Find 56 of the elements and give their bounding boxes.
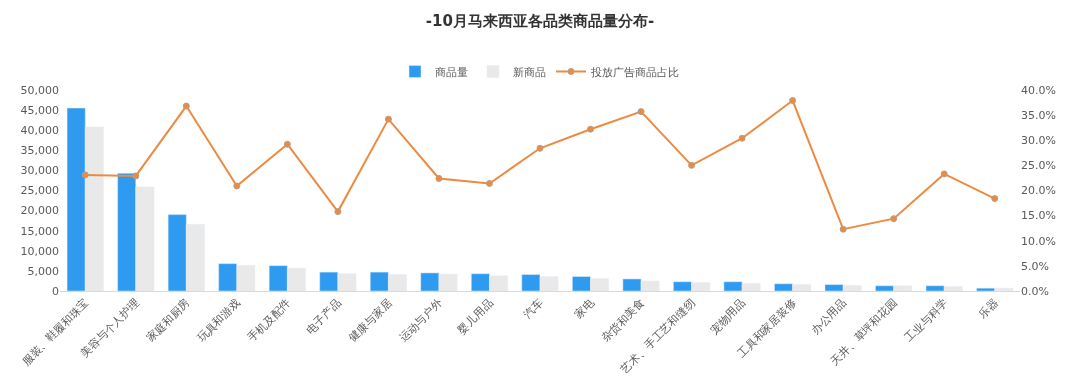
legend-label: 商品量	[435, 65, 468, 79]
y-tick-label: 5,000	[27, 264, 59, 278]
y-tick-label: 20,000	[20, 204, 59, 218]
y-tick-label: 15,000	[20, 224, 59, 238]
point	[940, 170, 948, 178]
point	[283, 140, 291, 148]
x-tick-label: 宠物用品	[707, 296, 749, 337]
y-tick-label: 30,000	[20, 164, 59, 178]
y-tick-label: 10,000	[20, 244, 59, 258]
y2-tick-label: 35.0%	[1021, 108, 1056, 122]
point	[334, 208, 342, 216]
x-tick-label: 家电	[571, 296, 597, 322]
point	[81, 171, 89, 179]
x-tick-label: 婴儿用品	[455, 296, 496, 337]
point	[536, 144, 544, 152]
point	[991, 195, 999, 203]
y2-tick-label: 0.0%	[1021, 284, 1049, 298]
point	[485, 179, 493, 187]
point	[587, 125, 595, 133]
chart-title: -10月马来西亚各品类商品量分布-	[425, 12, 655, 31]
point	[384, 115, 392, 123]
y2-tick-label: 25.0%	[1021, 159, 1056, 173]
y2-tick-label: 20.0%	[1021, 184, 1056, 198]
y2-tick-label: 30.0%	[1021, 134, 1056, 148]
y-tick-label: 45,000	[20, 103, 59, 117]
x-tick-label: 工业与科学	[902, 296, 951, 345]
point	[435, 174, 443, 182]
point	[233, 182, 241, 190]
y2-tick-label: 15.0%	[1021, 209, 1056, 223]
x-tick-label: 运动与户外	[396, 296, 445, 345]
point	[688, 161, 696, 169]
y2-tick-label: 10.0%	[1021, 234, 1056, 248]
x-tick-label: 办公用品	[808, 296, 850, 337]
y-tick-label: 0	[52, 284, 59, 298]
y2-tick-label: 40.0%	[1021, 83, 1056, 97]
point	[839, 225, 847, 233]
legend-label: 新商品	[513, 65, 546, 79]
y-tick-label: 40,000	[20, 124, 59, 138]
point	[890, 215, 898, 223]
y-tick-label: 50,000	[20, 83, 59, 97]
x-tick-label: 手机及配件	[245, 296, 294, 345]
x-tick-label: 电子产品	[303, 296, 344, 337]
point	[789, 97, 797, 105]
legend-label: 投放广告商品占比	[590, 65, 679, 79]
y-tick-label: 35,000	[20, 144, 59, 158]
y2-tick-label: 5.0%	[1021, 259, 1049, 273]
y-tick-label: 25,000	[20, 184, 59, 198]
x-tick-label: 乐器	[976, 296, 1001, 322]
x-tick-label: 健康与家居	[346, 296, 395, 345]
point	[132, 172, 140, 180]
point	[738, 134, 746, 142]
x-tick-label: 玩具和游戏	[194, 296, 243, 345]
point	[637, 108, 645, 116]
x-tick-label: 家庭和厨房	[144, 296, 193, 345]
x-tick-label: 汽车	[521, 296, 547, 322]
point	[182, 102, 190, 110]
